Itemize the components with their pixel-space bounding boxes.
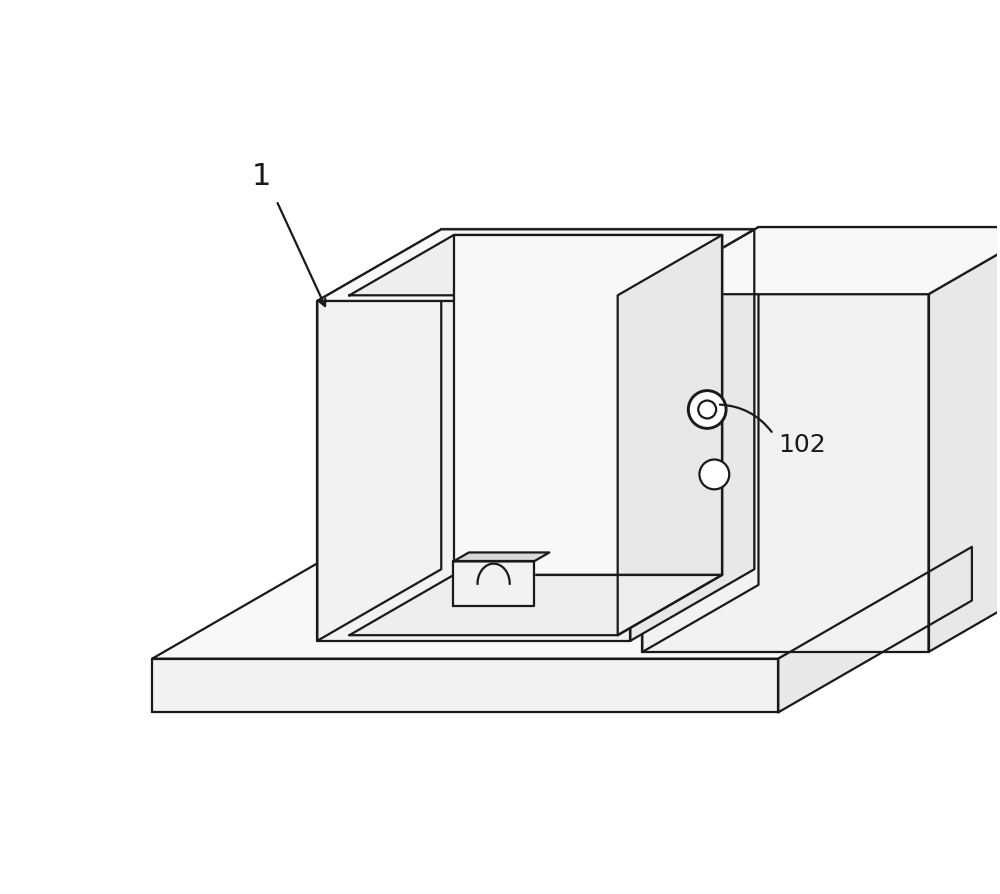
Polygon shape xyxy=(758,228,1000,586)
Polygon shape xyxy=(642,228,1000,295)
Polygon shape xyxy=(441,230,754,569)
Text: 102: 102 xyxy=(778,433,826,457)
Polygon shape xyxy=(778,547,972,713)
Ellipse shape xyxy=(699,460,729,490)
Ellipse shape xyxy=(688,392,726,429)
FancyArrowPatch shape xyxy=(720,405,772,433)
Polygon shape xyxy=(349,236,722,296)
Polygon shape xyxy=(317,230,754,301)
Polygon shape xyxy=(349,575,722,636)
Polygon shape xyxy=(642,228,758,653)
Polygon shape xyxy=(152,547,972,659)
Polygon shape xyxy=(454,236,722,575)
Polygon shape xyxy=(453,561,534,606)
Polygon shape xyxy=(642,295,929,653)
Polygon shape xyxy=(630,230,754,641)
Polygon shape xyxy=(317,301,630,641)
Ellipse shape xyxy=(698,401,716,419)
Polygon shape xyxy=(618,236,722,636)
Polygon shape xyxy=(317,230,441,641)
Polygon shape xyxy=(152,659,778,713)
Polygon shape xyxy=(453,552,549,561)
Text: 1: 1 xyxy=(252,162,271,191)
Polygon shape xyxy=(929,228,1000,653)
